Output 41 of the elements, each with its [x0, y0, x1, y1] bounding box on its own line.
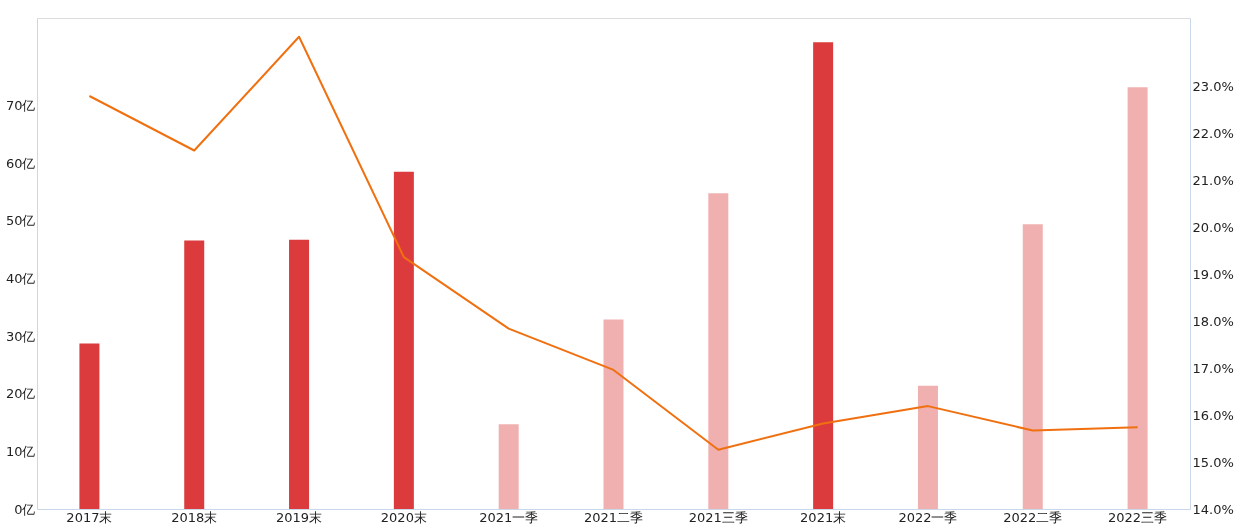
- x-tick-label: 2020末: [380, 509, 427, 525]
- y2-tick-label: 16.0%: [1192, 407, 1234, 423]
- bar: [393, 171, 414, 509]
- y-tick-label: 70亿: [5, 98, 36, 114]
- x-tick-label: 2022三季: [1108, 509, 1168, 525]
- y2-tick-label: 18.0%: [1192, 313, 1234, 329]
- y2-tick-label: 22.0%: [1192, 125, 1234, 141]
- bar: [1127, 87, 1148, 509]
- y2-tick-label: 17.0%: [1192, 360, 1234, 376]
- bar: [184, 240, 205, 509]
- y2-tick-label: 19.0%: [1192, 266, 1234, 282]
- x-tick-label: 2017末: [66, 509, 113, 525]
- x-tick-label: 2021末: [800, 509, 847, 525]
- x-tick-label: 2018末: [171, 509, 218, 525]
- line-series: [88, 35, 1139, 451]
- y-tick-label: 50亿: [5, 213, 36, 229]
- bar: [1022, 224, 1043, 509]
- y-tick-label: 60亿: [5, 155, 36, 171]
- x-tick-label: 2022一季: [898, 509, 958, 525]
- y2-tick-label: 23.0%: [1192, 78, 1234, 94]
- x-tick-label: 2019末: [276, 509, 323, 525]
- y-tick-label: 40亿: [5, 270, 36, 286]
- bar: [289, 239, 310, 509]
- bar: [603, 319, 624, 509]
- y2-tick-label: 20.0%: [1192, 219, 1234, 235]
- x-tick-label: 2021一季: [479, 509, 539, 525]
- x-tick-label: 2022二季: [1003, 509, 1063, 525]
- y-tick-label: 30亿: [5, 328, 36, 344]
- y2-tick-label: 14.0%: [1192, 501, 1234, 517]
- y2-tick-label: 15.0%: [1192, 454, 1234, 470]
- bar: [79, 343, 100, 509]
- x-tick-label: 2021二季: [583, 509, 644, 525]
- x-tick-label: 2021三季: [688, 509, 748, 525]
- bar: [813, 42, 834, 509]
- bar: [708, 193, 729, 509]
- y-tick-label: 10亿: [5, 443, 36, 459]
- y2-tick-label: 21.0%: [1192, 172, 1234, 188]
- y-tick-label: 0亿: [14, 501, 36, 517]
- bar: [917, 385, 938, 509]
- bar: [498, 424, 519, 509]
- y-tick-label: 20亿: [5, 386, 36, 402]
